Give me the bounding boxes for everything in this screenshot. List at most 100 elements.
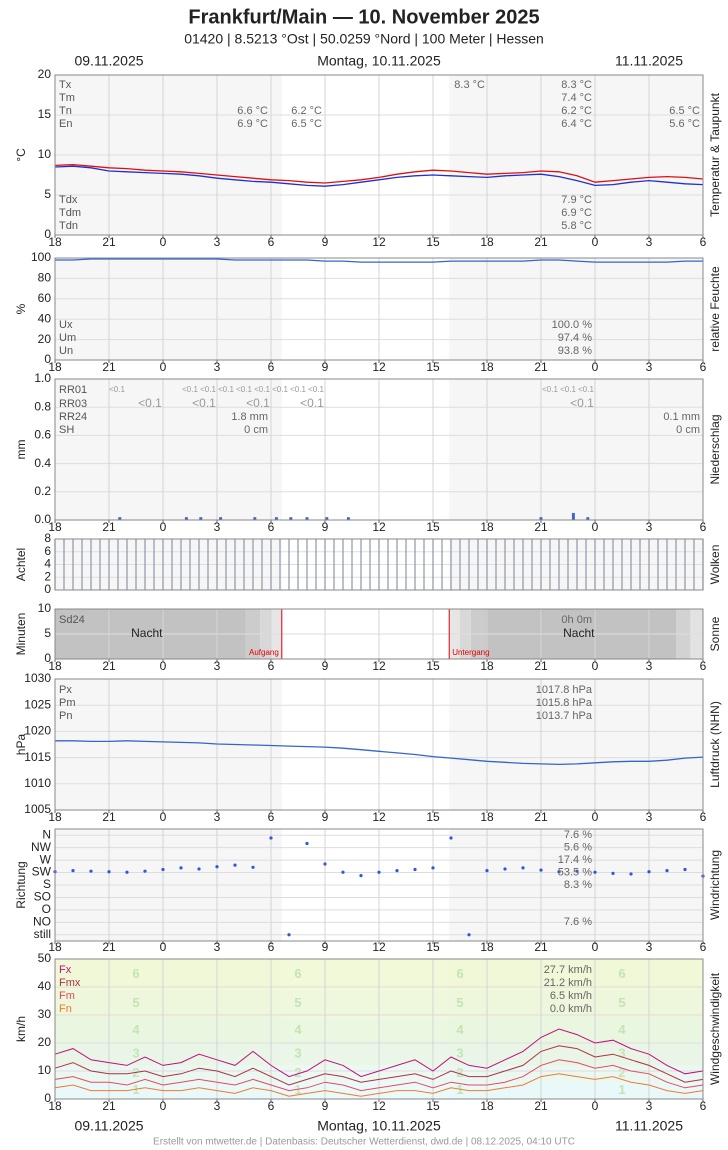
bar xyxy=(63,539,65,590)
bar xyxy=(486,539,488,590)
stat-name: Px xyxy=(59,684,72,696)
bar xyxy=(423,539,425,590)
series-line xyxy=(55,258,703,263)
x-tick-label: 3 xyxy=(646,520,653,534)
x-tick-label: 6 xyxy=(700,235,707,249)
x-tick-label: 15 xyxy=(426,810,440,824)
stat-value: <0.1 xyxy=(109,385,125,394)
x-tick-label: 9 xyxy=(322,360,329,374)
y-tick-label: 1.0 xyxy=(34,371,51,385)
y-tick-label: 1020 xyxy=(24,724,51,738)
stat-name: Tn xyxy=(59,105,72,117)
x-tick-label: 15 xyxy=(426,1099,440,1113)
y-tick-label: 1025 xyxy=(24,697,51,711)
panel-title: relative Feuchte xyxy=(708,266,722,352)
point xyxy=(359,873,363,878)
stat-value: <0.1 xyxy=(560,385,576,394)
bar xyxy=(219,517,223,520)
x-tick-label: 9 xyxy=(322,1099,329,1113)
x-tick-label: 0 xyxy=(592,940,599,954)
panel-title: Windrichtung xyxy=(708,850,722,920)
stat-value: 100.0 % xyxy=(552,319,593,331)
y-tick-label: 0.8 xyxy=(34,399,51,413)
x-tick-label: 0 xyxy=(160,360,167,374)
bar xyxy=(369,539,371,590)
series-line xyxy=(55,740,704,766)
point xyxy=(341,870,345,874)
stat-name: Pm xyxy=(59,697,76,709)
x-tick-label: 18 xyxy=(480,360,494,374)
bar xyxy=(549,539,551,590)
y-axis-label: km/h xyxy=(14,1016,28,1042)
x-tick-label: 6 xyxy=(268,659,275,673)
sun-event-label: Untergang xyxy=(452,648,489,657)
bar xyxy=(184,517,188,520)
point xyxy=(575,869,579,873)
plot-frame xyxy=(54,538,704,591)
bar xyxy=(612,539,614,590)
bar xyxy=(306,539,308,590)
point xyxy=(449,836,453,840)
bar xyxy=(468,539,470,590)
bar xyxy=(81,539,83,590)
point xyxy=(467,933,471,937)
y-tick-label: 1015 xyxy=(24,750,51,764)
stat-name: Tm xyxy=(59,92,75,104)
x-tick-label: 0 xyxy=(160,810,167,824)
stat-value: 0 cm xyxy=(676,424,700,436)
x-tick-label: 0 xyxy=(160,520,167,534)
bar xyxy=(144,539,146,590)
y-tick-label: 1010 xyxy=(24,776,51,790)
bar xyxy=(432,539,434,590)
bar xyxy=(378,539,380,590)
y-tick-label: 20 xyxy=(38,1035,52,1049)
stat-name: Fm xyxy=(59,990,75,1002)
y-tick-label: 0.4 xyxy=(34,456,51,470)
x-tick-label: 15 xyxy=(426,235,440,249)
x-tick-label: 15 xyxy=(426,360,440,374)
stat-value: 1015.8 hPa xyxy=(536,697,593,709)
point xyxy=(611,871,615,875)
x-tick-label: 0 xyxy=(160,235,167,249)
bar xyxy=(594,539,596,590)
y-tick-label: 0 xyxy=(44,582,51,596)
panel-title: Wolken xyxy=(708,545,722,585)
x-tick-label: 3 xyxy=(214,659,221,673)
bar xyxy=(522,539,524,590)
beaufort-label: 6 xyxy=(456,966,463,981)
bar xyxy=(274,517,278,520)
bar xyxy=(396,539,398,590)
beaufort-label: 6 xyxy=(294,966,301,981)
x-tick-label: 18 xyxy=(48,1099,62,1113)
stat-value: <0.1 xyxy=(138,396,162,410)
series-line xyxy=(54,163,704,184)
y-tick-label: 0 xyxy=(44,227,51,241)
bar xyxy=(279,539,281,590)
stat-value: <0.1 xyxy=(300,396,324,410)
beaufort-label: 5 xyxy=(456,995,463,1010)
plot-frame xyxy=(54,608,704,660)
point xyxy=(323,862,327,866)
x-tick-label: 6 xyxy=(268,1099,275,1113)
x-tick-label: 21 xyxy=(102,659,116,673)
y-axis-label: °C xyxy=(14,148,28,162)
stat-value: 5.8 °C xyxy=(561,220,592,232)
y-tick-label: O xyxy=(42,902,51,916)
beaufort-label: 6 xyxy=(132,966,139,981)
stat-value: <0.1 xyxy=(192,396,216,410)
x-tick-label: 6 xyxy=(700,1099,707,1113)
x-tick-label: 6 xyxy=(268,360,275,374)
y-tick-label: NW xyxy=(31,840,52,854)
stat-value: <0.1 xyxy=(578,385,594,394)
x-tick-label: 9 xyxy=(322,520,329,534)
point xyxy=(269,836,273,840)
beaufort-label: 4 xyxy=(294,1022,302,1037)
y-tick-label: 30 xyxy=(38,1007,52,1021)
x-tick-label: 0 xyxy=(592,659,599,673)
stat-value: 21.2 km/h xyxy=(544,977,592,989)
x-tick-label: 3 xyxy=(646,810,653,824)
beaufort-label: 4 xyxy=(132,1022,140,1037)
bar xyxy=(567,539,569,590)
stat-name: Tdm xyxy=(59,207,81,219)
beaufort-label: 5 xyxy=(294,995,301,1010)
